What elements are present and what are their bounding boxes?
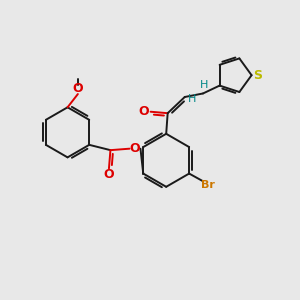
Text: O: O (73, 82, 83, 95)
Text: Br: Br (201, 180, 215, 190)
Text: O: O (130, 142, 140, 155)
Text: O: O (103, 168, 114, 182)
Text: O: O (139, 105, 149, 118)
Text: H: H (200, 80, 209, 90)
Text: H: H (188, 94, 196, 104)
Text: S: S (254, 69, 262, 82)
